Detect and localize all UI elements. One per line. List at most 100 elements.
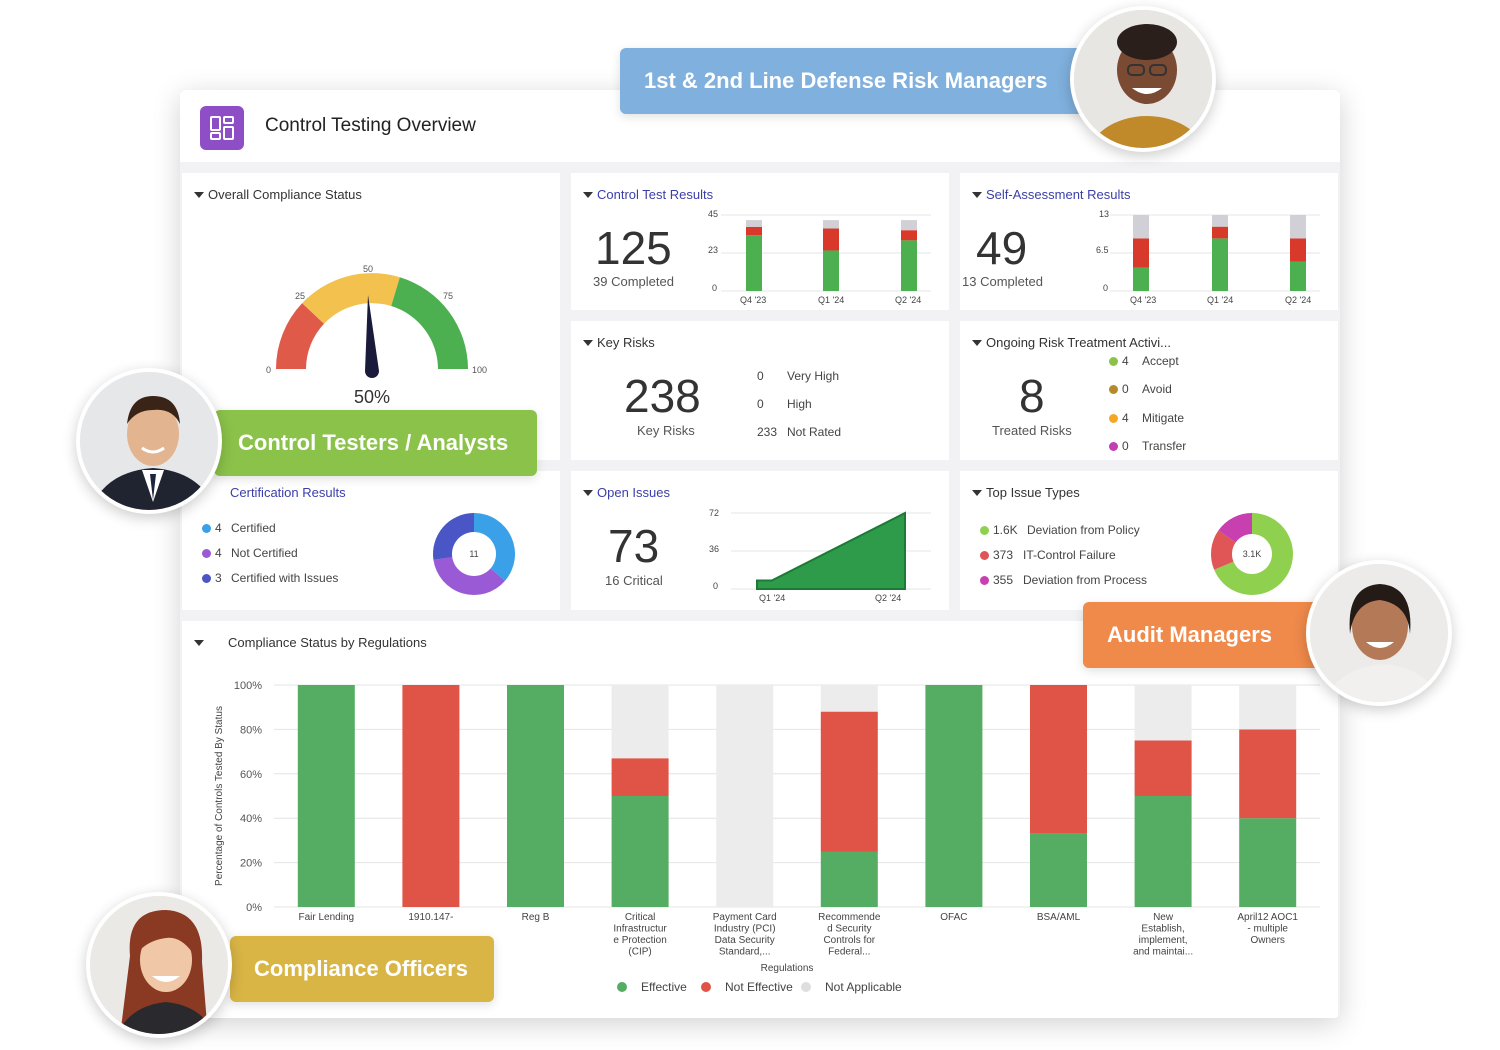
bar-segment (1134, 740, 1192, 796)
self-assessment-total: 49 (976, 222, 1028, 274)
bar-segment (1212, 238, 1228, 291)
issue-type-row[interactable]: 373 IT-Control Failure (980, 548, 1116, 562)
legend-dot (617, 982, 627, 992)
donut-slice (1218, 513, 1252, 543)
x-tick: Q1 '24 (759, 593, 786, 603)
top-issue-donut (1211, 513, 1293, 595)
bar-segment (507, 685, 564, 907)
dashboard-grid-icon[interactable] (200, 106, 244, 150)
y-tick: 45 (708, 209, 719, 219)
persona-control-testers: Control Testers / Analysts (214, 410, 537, 476)
y-tick: 0% (246, 902, 262, 914)
y-tick: 20% (240, 858, 262, 870)
x-tick: Owners (1250, 935, 1284, 946)
collapse-caret-icon[interactable] (194, 192, 204, 198)
issue-type-row[interactable]: 355 Deviation from Process (980, 573, 1147, 587)
x-tick: d Security (827, 924, 871, 935)
y-tick: 80% (240, 724, 262, 736)
key-risk-row[interactable]: 0 High (757, 397, 812, 411)
legend-label: Not Applicable (825, 980, 902, 994)
x-tick: Q1 '24 (1207, 295, 1234, 305)
y-tick: 0 (713, 581, 719, 591)
ongoing-total: 8 (1019, 370, 1045, 422)
collapse-caret-icon[interactable] (583, 192, 593, 198)
certification-row[interactable]: 3 Certified with Issues (202, 571, 338, 585)
collapse-caret-icon[interactable] (583, 340, 593, 346)
donut-center: 3.1K (1242, 549, 1262, 559)
key-risk-row[interactable]: 233 Not Rated (757, 425, 842, 439)
x-tick: (CIP) (628, 947, 651, 958)
legend-dot (1109, 442, 1118, 451)
collapse-caret-icon[interactable] (972, 490, 982, 496)
x-tick: BSA/AML (1037, 912, 1081, 923)
ongoing-row[interactable]: 4 Accept (1109, 354, 1179, 368)
y-tick: 0 (1103, 283, 1109, 293)
ongoing-row[interactable]: 0 Transfer (1109, 439, 1186, 453)
legend-dot (980, 576, 989, 585)
certification-row[interactable]: 4 Certified (202, 521, 276, 535)
bar-segment (901, 220, 917, 231)
y-tick: 72 (709, 508, 720, 518)
y-tick: 40% (240, 813, 262, 825)
bar-segment (1134, 796, 1192, 907)
donut-slice (474, 513, 515, 581)
area-series (756, 511, 906, 590)
card-title: Overall Compliance Status (208, 187, 362, 202)
bar-segment (1133, 238, 1149, 268)
page-title: Control Testing Overview (265, 115, 476, 136)
x-axis-label: Regulations (761, 963, 814, 974)
compliance-gauge: 0 25 50 75 100 (266, 264, 487, 378)
x-tick: Infrastructur (613, 924, 667, 935)
collapse-caret-icon[interactable] (972, 192, 982, 198)
donut-slice (1211, 530, 1236, 570)
legend-dot (801, 982, 811, 992)
key-risks-label: Key Risks (637, 423, 695, 438)
x-tick: Federal... (828, 947, 870, 958)
ongoing-row[interactable]: 0 Avoid (1109, 382, 1172, 396)
x-tick: April12 AOC1 (1237, 912, 1298, 923)
bar-segment (1030, 685, 1087, 834)
bar-segment (402, 685, 460, 907)
y-tick: 6.5 (1096, 245, 1109, 255)
card-title: Top Issue Types (986, 485, 1080, 500)
donut-slice (433, 513, 474, 560)
ongoing-row[interactable]: 4 Mitigate (1109, 411, 1184, 425)
bar-segment (820, 685, 878, 712)
control-test-completed: 39 Completed (593, 274, 674, 289)
dashboard: Control Testing Overview Overall Complia… (180, 90, 1340, 1018)
x-tick: Standard,... (719, 947, 771, 958)
bar-segment (1239, 729, 1297, 819)
bar-segment (823, 220, 839, 229)
bar-segment (1030, 833, 1087, 907)
gauge-value: 50% (354, 387, 391, 407)
card-title: Ongoing Risk Treatment Activi... (986, 335, 1171, 350)
bar-segment (823, 228, 839, 251)
bar-segment (820, 711, 878, 852)
certification-row[interactable]: 4 Not Certified (202, 546, 298, 560)
self-assessment-chart (1110, 214, 1320, 292)
bar-segment (1290, 261, 1306, 291)
card-title: Control Test Results (597, 187, 714, 202)
x-tick: Industry (PCI) (714, 924, 776, 935)
collapse-caret-icon[interactable] (972, 340, 982, 346)
bar-segment (1290, 238, 1306, 262)
issue-type-row[interactable]: 1.6K Deviation from Policy (980, 523, 1140, 537)
x-tick: Establish, (1141, 924, 1184, 935)
legend-dot (202, 549, 211, 558)
y-axis-label: Percentage of Controls Tested By Status (214, 706, 225, 886)
collapse-caret-icon[interactable] (194, 640, 204, 646)
gauge-tick: 75 (443, 291, 453, 301)
key-risk-row[interactable]: 0 Very High (757, 369, 840, 383)
legend-dot (980, 526, 989, 535)
x-tick: Q2 '24 (1285, 295, 1312, 305)
x-tick: e Protection (613, 935, 666, 946)
bar-segment (1239, 685, 1297, 730)
donut-slice (433, 557, 505, 595)
y-tick: 23 (708, 245, 719, 255)
collapse-caret-icon[interactable] (583, 490, 593, 496)
certification-card: Certification Results 4 Certified 4 Not Ce… (182, 471, 560, 610)
legend-dot (202, 574, 211, 583)
donut-center: 11 (469, 549, 479, 559)
gauge-tick: 25 (295, 291, 305, 301)
bar-segment (823, 250, 839, 291)
